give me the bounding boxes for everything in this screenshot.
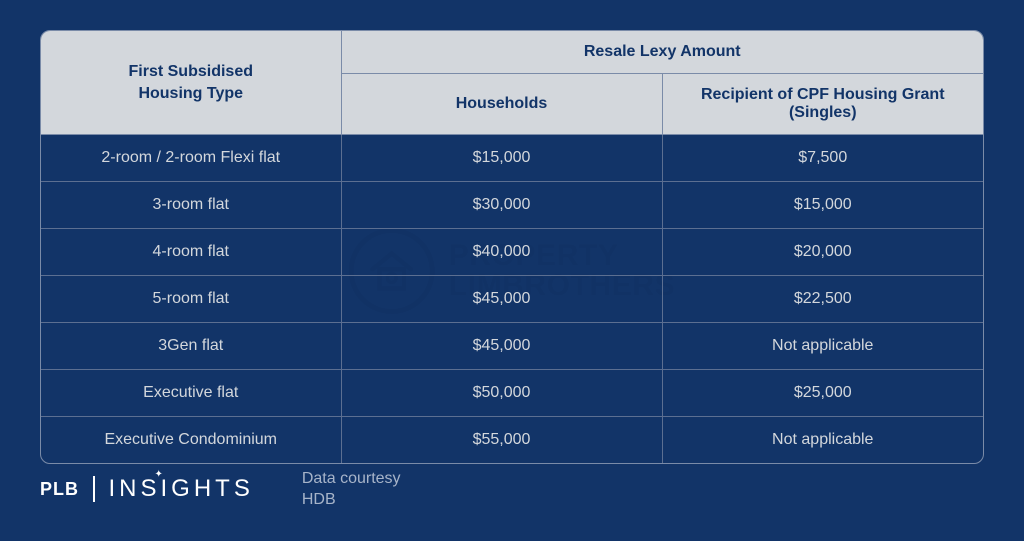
cell-type: Executive flat (41, 370, 341, 417)
header-households: Households (341, 74, 662, 135)
header-housing-type-line1: First Subsidised (49, 61, 333, 83)
cell-households: $40,000 (341, 229, 662, 276)
cell-singles: $7,500 (662, 135, 983, 182)
cell-type: 5-room flat (41, 276, 341, 323)
cell-households: $15,000 (341, 135, 662, 182)
cell-singles: $25,000 (662, 370, 983, 417)
cell-type: 3Gen flat (41, 323, 341, 370)
cell-type: Executive Condominium (41, 417, 341, 464)
table-row: Executive flat $50,000 $25,000 (41, 370, 983, 417)
sparkle-icon: ✦ (155, 469, 163, 480)
courtesy-line2: HDB (302, 489, 401, 511)
table-row: Executive Condominium $55,000 Not applic… (41, 417, 983, 464)
brand-divider (93, 476, 95, 502)
cell-type: 3-room flat (41, 182, 341, 229)
brand-logo: PLB INSIGHTS ✦ (40, 475, 254, 503)
cell-singles: Not applicable (662, 417, 983, 464)
header-singles: Recipient of CPF Housing Grant (Singles) (662, 74, 983, 135)
cell-singles: $20,000 (662, 229, 983, 276)
table-row: 3Gen flat $45,000 Not applicable (41, 323, 983, 370)
table: First Subsidised Housing Type Resale Lex… (41, 31, 983, 463)
cell-households: $50,000 (341, 370, 662, 417)
cell-type: 2-room / 2-room Flexi flat (41, 135, 341, 182)
table-row: 4-room flat $40,000 $20,000 (41, 229, 983, 276)
table-row: 2-room / 2-room Flexi flat $15,000 $7,50… (41, 135, 983, 182)
brand-insights-text: INSIGHTS (109, 475, 254, 502)
brand-plb: PLB (40, 479, 79, 500)
table-row: 3-room flat $30,000 $15,000 (41, 182, 983, 229)
resale-levy-table: First Subsidised Housing Type Resale Lex… (40, 30, 984, 464)
cell-singles: $15,000 (662, 182, 983, 229)
brand-insights: INSIGHTS ✦ (109, 475, 254, 503)
table-row: 5-room flat $45,000 $22,500 (41, 276, 983, 323)
header-housing-type: First Subsidised Housing Type (41, 31, 341, 135)
header-group-resale-amount: Resale Lexy Amount (341, 31, 983, 74)
cell-households: $45,000 (341, 323, 662, 370)
cell-type: 4-room flat (41, 229, 341, 276)
header-housing-type-line2: Housing Type (49, 83, 333, 105)
data-courtesy: Data courtesy HDB (302, 468, 401, 511)
cell-households: $55,000 (341, 417, 662, 464)
cell-singles: Not applicable (662, 323, 983, 370)
cell-households: $30,000 (341, 182, 662, 229)
footer: PLB INSIGHTS ✦ Data courtesy HDB (40, 468, 401, 511)
cell-singles: $22,500 (662, 276, 983, 323)
courtesy-line1: Data courtesy (302, 468, 401, 490)
cell-households: $45,000 (341, 276, 662, 323)
